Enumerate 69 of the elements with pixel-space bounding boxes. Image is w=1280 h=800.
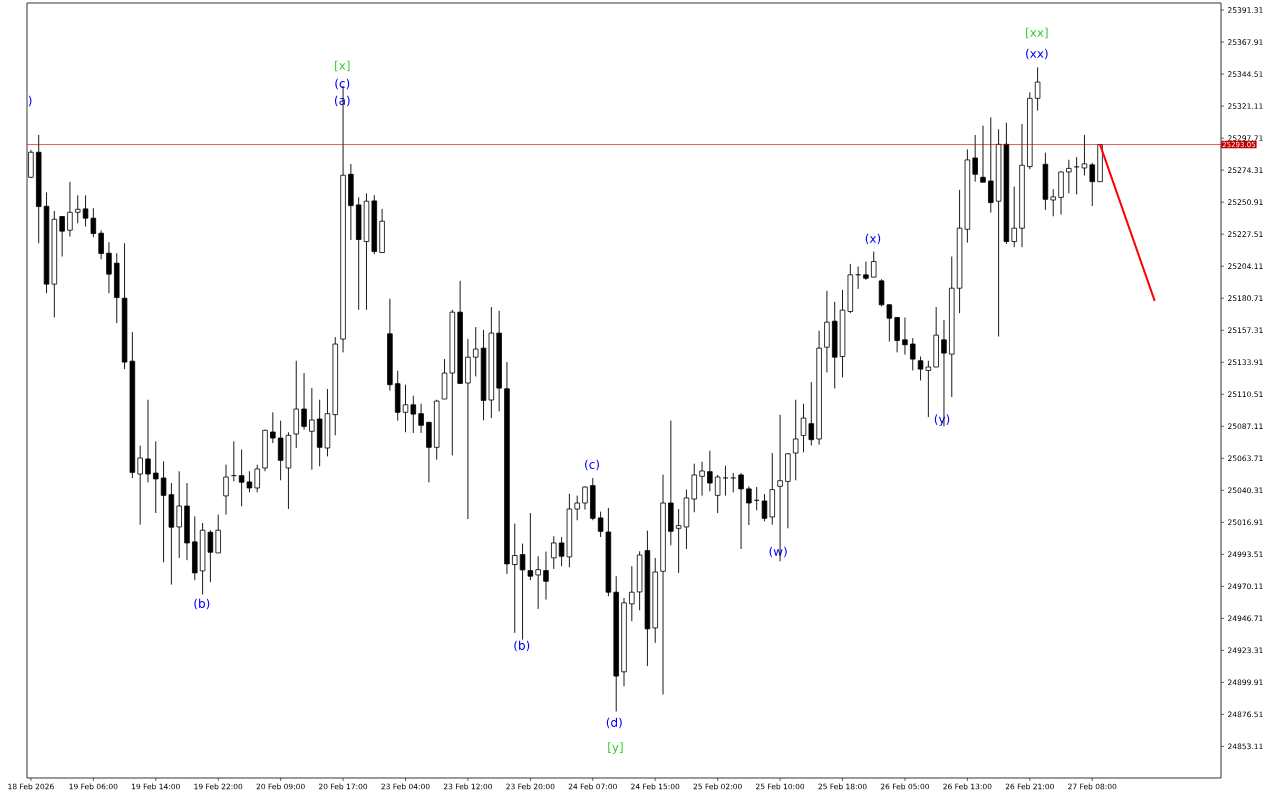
annotation: (x) xyxy=(865,233,881,245)
candlestick xyxy=(707,450,713,492)
candlestick xyxy=(98,230,104,260)
candlestick xyxy=(980,125,986,183)
annotation: (b) xyxy=(194,598,210,610)
candlestick xyxy=(722,465,729,497)
candlestick xyxy=(972,134,978,183)
annotation: [x] xyxy=(335,60,350,72)
candlestick xyxy=(543,551,549,601)
annotation: [y] xyxy=(608,742,623,754)
annotation: (w) xyxy=(769,546,787,558)
candlestick xyxy=(761,493,768,522)
candlestick xyxy=(106,241,112,294)
candlestick xyxy=(230,440,237,482)
candlestick xyxy=(153,440,159,514)
annotation: (b) xyxy=(514,640,530,652)
candlestick xyxy=(473,326,479,377)
annotation: [xx] xyxy=(1026,27,1048,39)
candlestick xyxy=(902,317,908,356)
candlestick xyxy=(270,411,276,444)
candlestick xyxy=(855,266,862,290)
candlestick xyxy=(894,317,900,353)
candlestick xyxy=(1081,134,1088,176)
candlestick xyxy=(910,337,916,371)
candlestick xyxy=(535,555,541,610)
candlestick xyxy=(59,216,65,257)
candlestick xyxy=(512,523,518,634)
annotation: (xx) xyxy=(1026,48,1048,60)
candlestick xyxy=(792,399,799,481)
candlestick xyxy=(988,116,994,214)
candlestick xyxy=(582,485,588,511)
candlestick xyxy=(137,445,143,526)
candlestick xyxy=(176,470,182,559)
candlestick xyxy=(863,261,869,281)
candlestick xyxy=(1011,186,1017,248)
candlestick xyxy=(629,565,635,622)
candlestick xyxy=(1050,188,1056,217)
candlestick xyxy=(215,514,221,554)
candlestick xyxy=(870,251,877,278)
candlestick xyxy=(808,381,815,446)
candlestick xyxy=(1073,156,1080,195)
annotation: (d) xyxy=(606,717,622,729)
candlestick xyxy=(410,395,417,434)
candlestick xyxy=(730,472,737,493)
candlestick xyxy=(223,464,229,516)
annotation: (y) xyxy=(934,414,950,426)
annotation: (c) xyxy=(585,459,599,471)
candlestick xyxy=(309,387,315,471)
annotation: (a) xyxy=(334,95,350,107)
candlestick xyxy=(301,372,307,431)
candlestick xyxy=(714,474,721,514)
candlestick xyxy=(574,495,580,521)
candlestick xyxy=(738,472,744,550)
candlestick xyxy=(1034,66,1041,112)
candlestick xyxy=(746,485,752,526)
annotation: (c) xyxy=(335,78,350,90)
candlestick xyxy=(699,461,705,497)
candlestick xyxy=(800,403,807,453)
candlestick xyxy=(1089,162,1095,207)
candlestick xyxy=(1066,159,1072,194)
candlestick xyxy=(254,464,260,493)
candlestick xyxy=(67,181,73,237)
candlestick xyxy=(145,399,151,483)
annotation: ) xyxy=(28,95,32,107)
candlestick xyxy=(551,535,557,570)
candlestick xyxy=(753,486,760,511)
candlestick xyxy=(402,384,409,433)
candlestick xyxy=(418,403,424,434)
candlestick xyxy=(75,194,81,224)
